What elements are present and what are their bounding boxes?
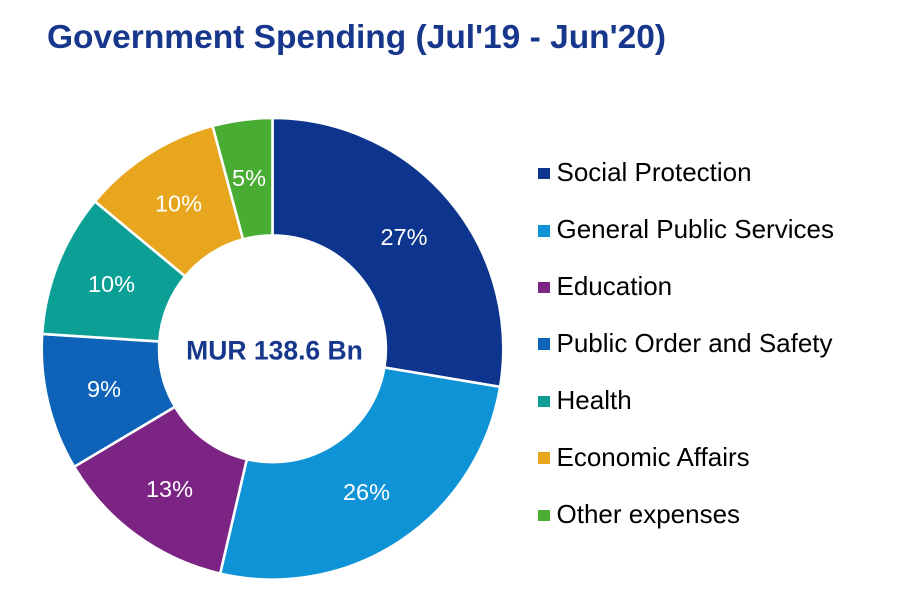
svg-text:MUR 138.6 Bn: MUR 138.6 Bn <box>186 336 363 366</box>
svg-text:26%: 26% <box>343 479 390 505</box>
svg-text:27%: 27% <box>380 224 427 250</box>
svg-text:13%: 13% <box>146 476 193 502</box>
svg-text:10%: 10% <box>155 191 202 217</box>
svg-text:10%: 10% <box>88 271 135 297</box>
svg-text:5%: 5% <box>232 165 266 191</box>
svg-text:9%: 9% <box>87 376 121 402</box>
